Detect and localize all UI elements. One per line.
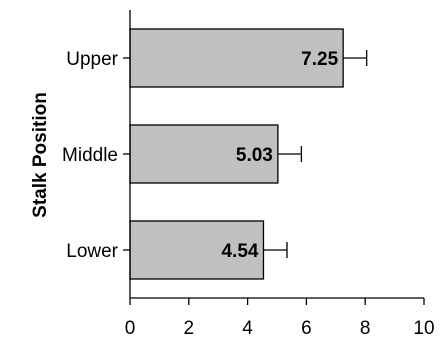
- category-label: Lower: [66, 241, 118, 262]
- bar: [129, 220, 265, 280]
- x-tick-label: 0: [125, 318, 136, 339]
- category-label: Middle: [62, 145, 118, 166]
- axes-layer: 0 2 4 6 8 10 Upper Middle Lower: [62, 10, 435, 339]
- x-tick-label: 2: [184, 318, 195, 339]
- category-label: Upper: [66, 49, 118, 70]
- x-tick-label: 6: [301, 318, 312, 339]
- x-tick-label: 4: [242, 318, 253, 339]
- y-axis-title: Stalk Position: [30, 92, 51, 218]
- data-label: 4.54: [221, 241, 258, 262]
- x-tick-label: 8: [360, 318, 371, 339]
- data-label: 5.03: [236, 145, 273, 166]
- bar: [129, 124, 279, 184]
- bars-layer: 7.25 5.03 4.54: [129, 28, 368, 280]
- x-tick-label: 10: [413, 318, 434, 339]
- data-label: 7.25: [301, 49, 338, 70]
- bar: [129, 28, 344, 88]
